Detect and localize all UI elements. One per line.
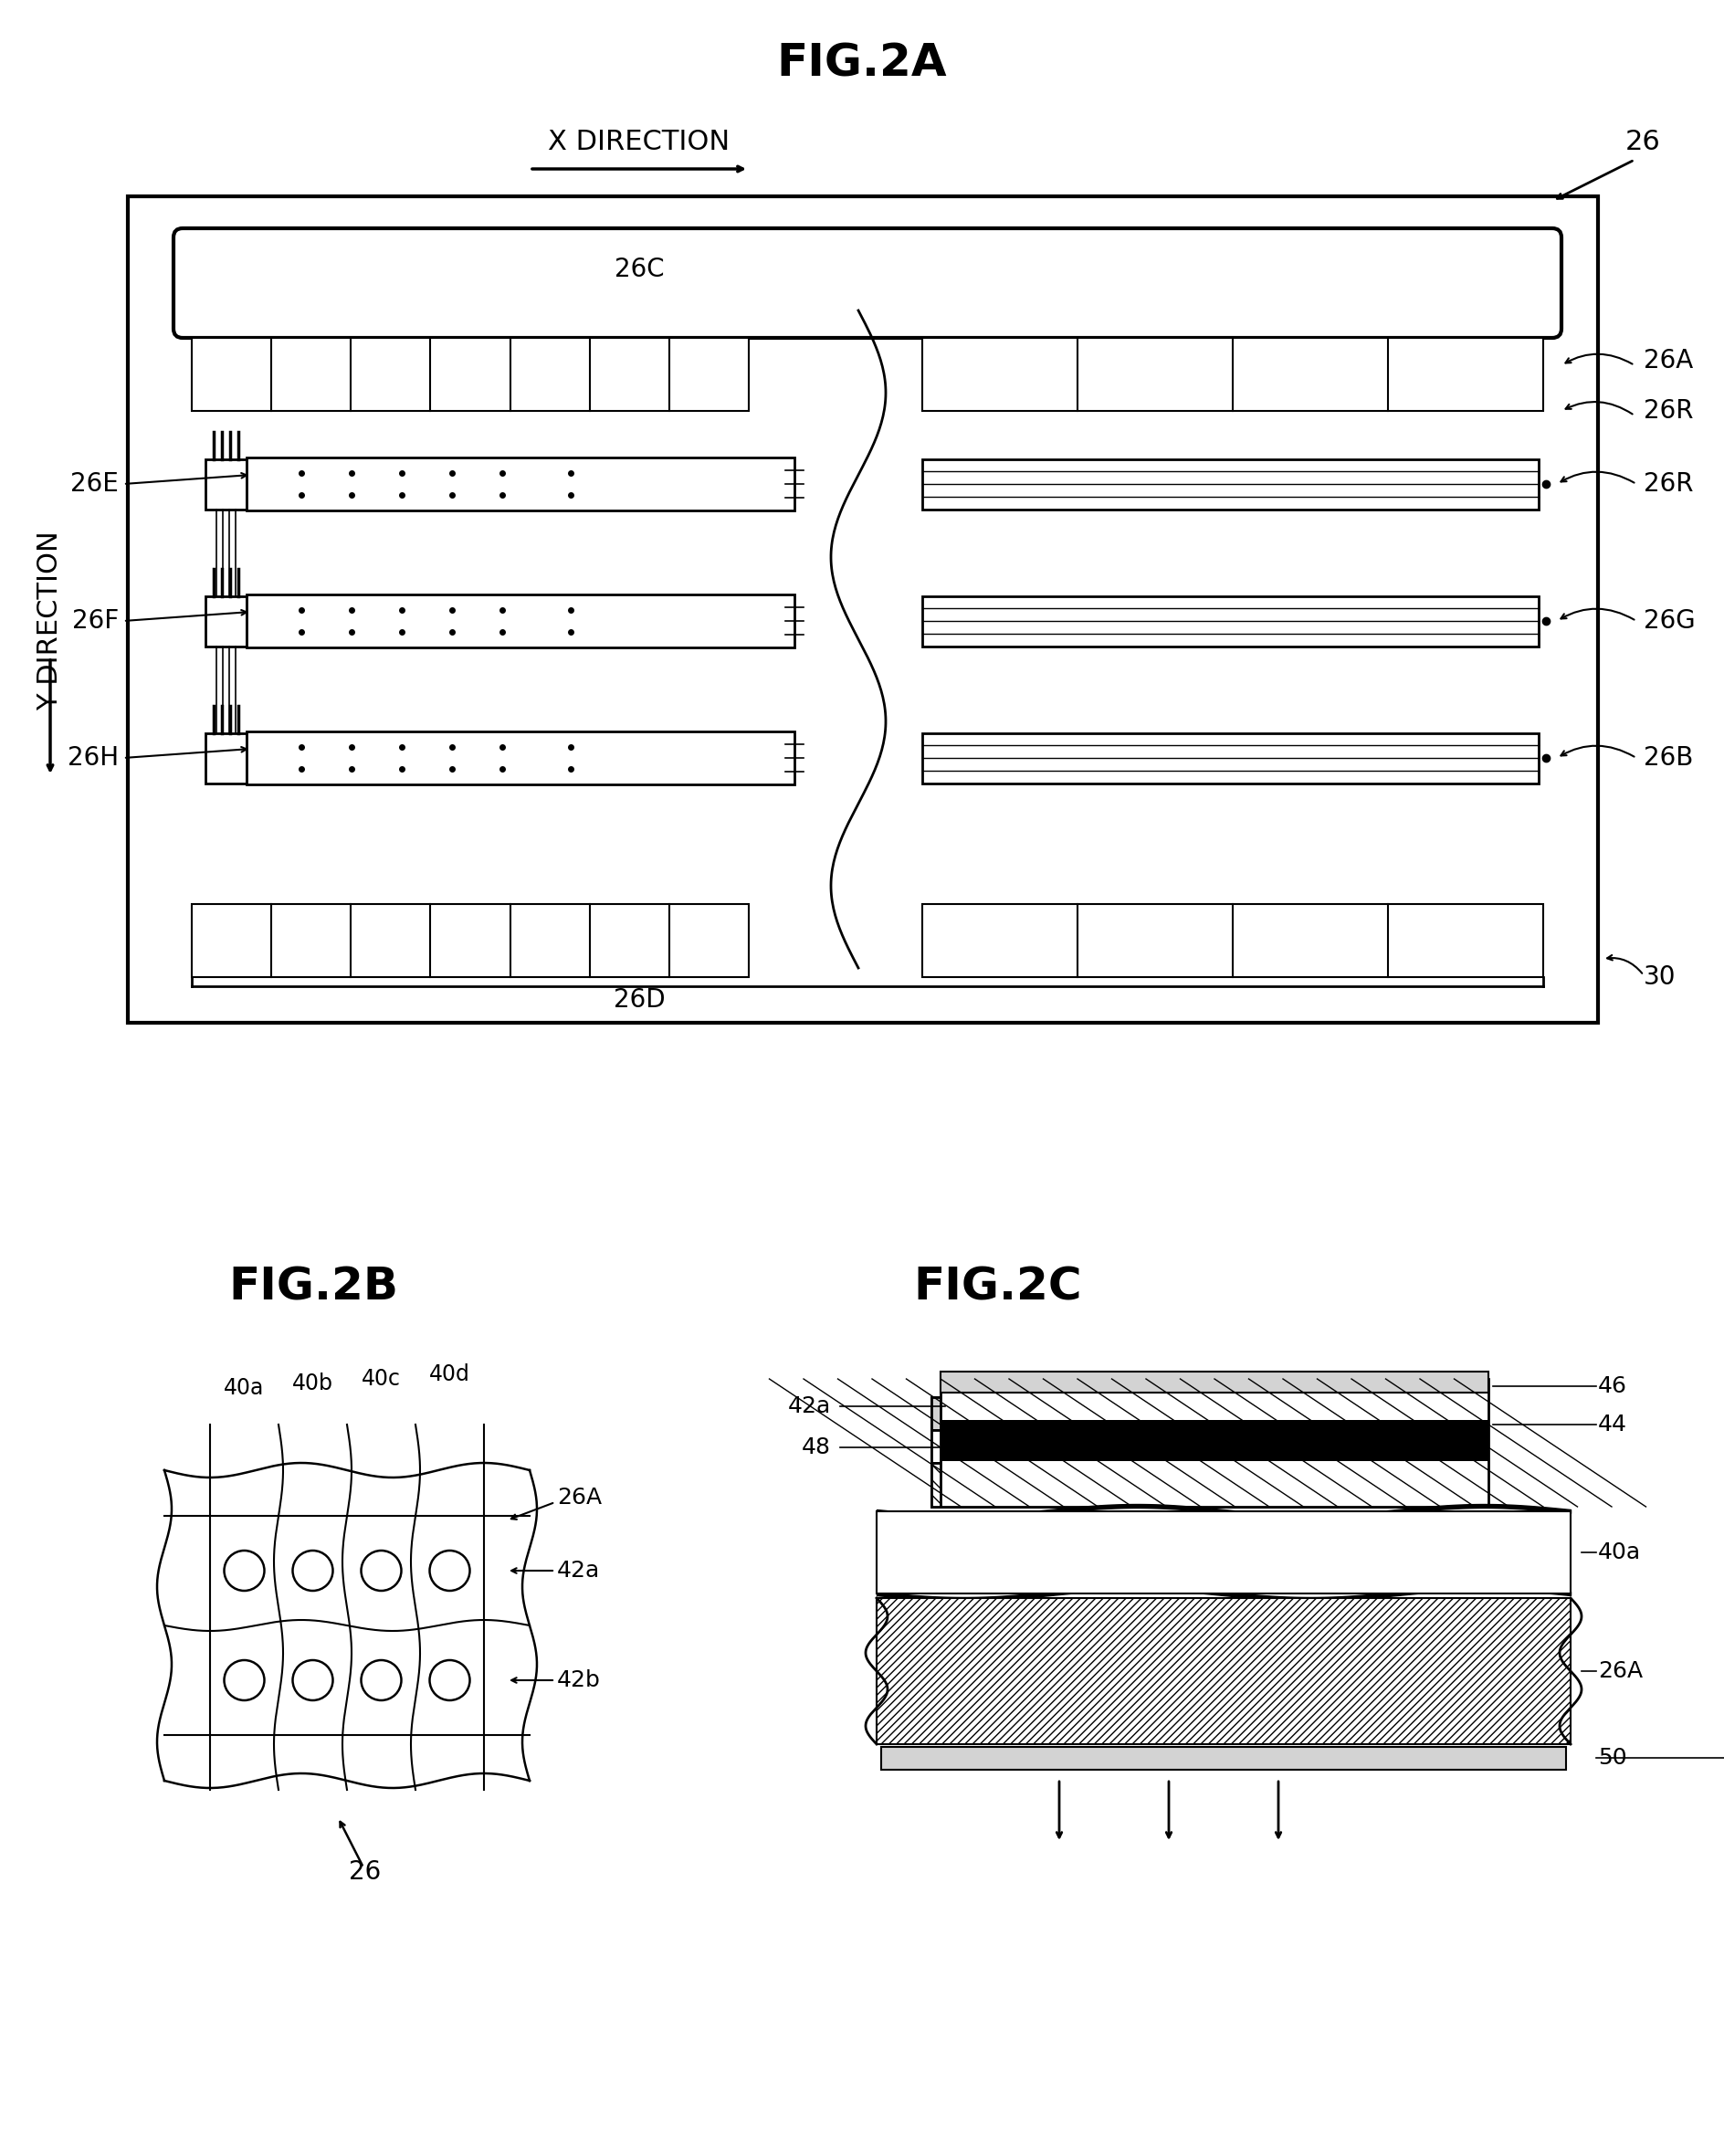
Text: 26F: 26F [72, 608, 119, 634]
Text: 46: 46 [1598, 1376, 1627, 1397]
Text: 40d: 40d [429, 1363, 471, 1386]
Text: 48: 48 [802, 1436, 831, 1457]
Bar [941, 1380, 1488, 1507]
Bar [191, 338, 748, 412]
Text: 26A: 26A [1598, 1660, 1643, 1682]
Text: 26: 26 [1626, 129, 1660, 155]
Bar [931, 1397, 1479, 1429]
Text: 40a: 40a [224, 1378, 264, 1399]
Text: 42a: 42a [557, 1559, 600, 1583]
Text: 26H: 26H [67, 746, 119, 770]
Text: 26C: 26C [614, 257, 664, 282]
Bar [876, 1598, 1571, 1744]
Text: 26A: 26A [557, 1488, 602, 1509]
Text: Y DIRECTION: Y DIRECTION [36, 530, 64, 711]
Bar [922, 903, 1543, 977]
Text: 40c: 40c [362, 1367, 402, 1391]
Bar [205, 459, 247, 509]
Bar [931, 1429, 1479, 1464]
Text: 42b: 42b [557, 1669, 600, 1690]
Bar [876, 1511, 1571, 1593]
Text: 26R: 26R [1643, 399, 1693, 425]
Bar [941, 1421, 1488, 1462]
Text: FIG.2A: FIG.2A [778, 41, 946, 86]
Text: 44: 44 [1598, 1414, 1627, 1436]
Text: 26B: 26B [1643, 746, 1693, 770]
Bar [205, 595, 247, 647]
Bar [941, 1371, 1488, 1393]
Text: 50: 50 [1598, 1746, 1627, 1768]
Text: 26R: 26R [1643, 472, 1693, 496]
Bar [922, 595, 1538, 647]
Bar [205, 733, 247, 783]
Text: FIG.2B: FIG.2B [228, 1266, 398, 1309]
Bar [876, 1511, 1571, 1593]
Text: 26E: 26E [71, 472, 119, 496]
Text: 26D: 26D [614, 987, 665, 1013]
Text: 26: 26 [350, 1858, 381, 1884]
Bar [247, 457, 795, 511]
Text: 26G: 26G [1643, 608, 1695, 634]
Bar [931, 1464, 1479, 1507]
Text: 26A: 26A [1643, 347, 1693, 373]
Bar [922, 733, 1538, 783]
Bar [247, 595, 795, 647]
Text: 40b: 40b [291, 1373, 333, 1395]
Bar [247, 731, 795, 785]
Bar [922, 459, 1538, 509]
Bar [191, 903, 748, 977]
Bar [931, 1429, 1479, 1464]
Text: FIG.2C: FIG.2C [914, 1266, 1081, 1309]
Text: 30: 30 [1643, 964, 1676, 990]
Text: X DIRECTION: X DIRECTION [548, 129, 729, 155]
Text: 42a: 42a [788, 1395, 831, 1416]
Text: 40a: 40a [1598, 1542, 1641, 1563]
Bar [922, 338, 1543, 412]
Bar [128, 196, 1598, 1022]
Bar [931, 1397, 1479, 1507]
Bar [881, 1746, 1565, 1770]
